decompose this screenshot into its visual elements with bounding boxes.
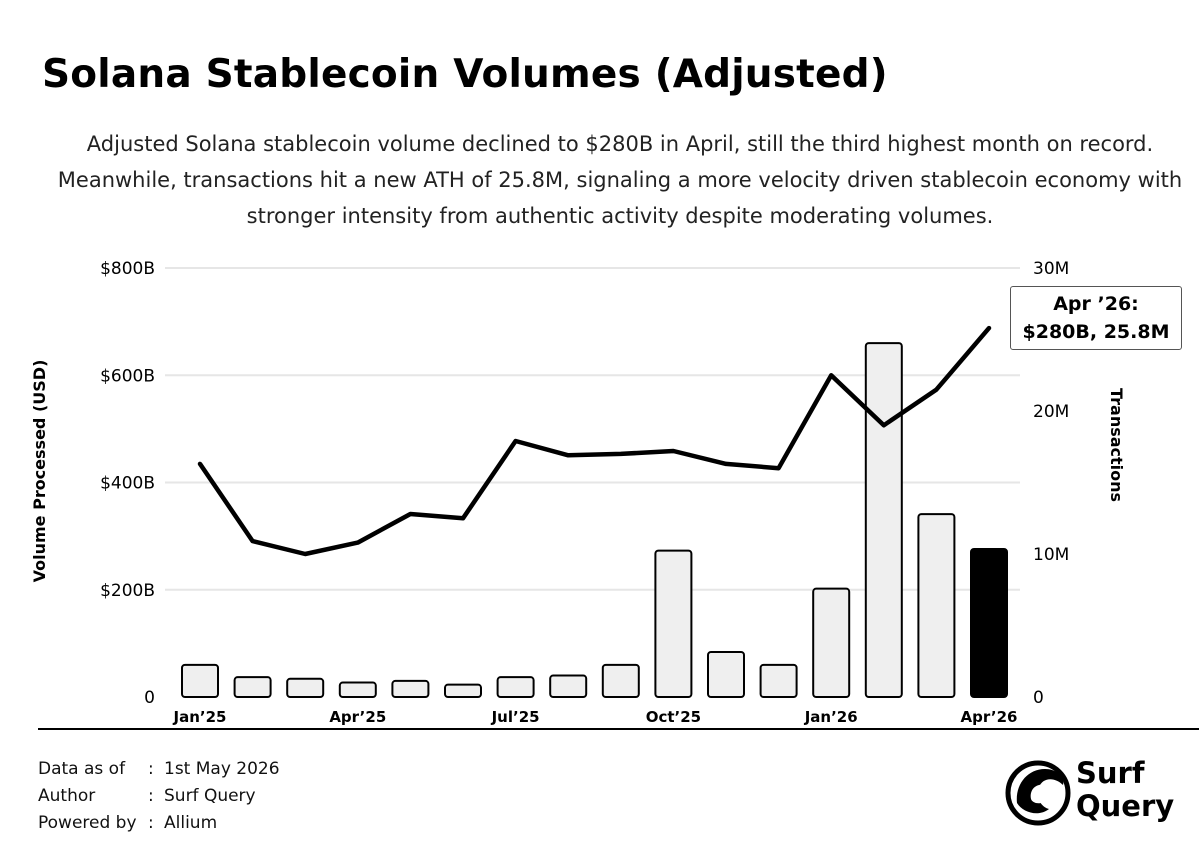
x-tick-label: Apr’26 bbox=[961, 708, 1018, 726]
volume-bar bbox=[812, 587, 851, 698]
surf-query-logo: Surf Query bbox=[1005, 755, 1174, 830]
volume-bar bbox=[707, 650, 745, 699]
footer-value: 1st May 2026 bbox=[164, 759, 280, 779]
volume-bar bbox=[601, 663, 640, 699]
footer-value: Allium bbox=[164, 813, 218, 833]
chart-subtitle: Adjusted Solana stablecoin volume declin… bbox=[57, 132, 1183, 228]
y2-axis-ticks: 0 10M 20M 30M bbox=[1033, 259, 1069, 708]
y2-tick-label: 10M bbox=[1033, 545, 1069, 565]
volume-bar bbox=[496, 676, 535, 699]
footer-separator: : bbox=[148, 813, 154, 833]
volume-bar bbox=[759, 663, 798, 699]
footer: Data as of : 1st May 2026 Author : Surf … bbox=[38, 756, 280, 837]
y-tick-label: $400B bbox=[100, 474, 155, 494]
footer-value: Surf Query bbox=[164, 786, 256, 806]
volume-bar bbox=[654, 549, 693, 699]
y-tick-label: $800B bbox=[100, 259, 155, 279]
callout-month: Apr ’26: bbox=[1053, 293, 1139, 315]
y-axis-label: Volume Processed (USD) bbox=[30, 360, 49, 583]
x-tick-label: Apr’25 bbox=[329, 708, 386, 726]
logo-line-1: Surf bbox=[1076, 756, 1145, 790]
callout-values: $280B, 25.8M bbox=[1022, 321, 1170, 343]
footer-row-powered: Powered by : Allium bbox=[38, 810, 280, 837]
footer-key: Author bbox=[38, 786, 96, 806]
x-tick-label: Jan’25 bbox=[173, 708, 227, 726]
y-tick-label: $200B bbox=[100, 581, 155, 601]
footer-row-date: Data as of : 1st May 2026 bbox=[38, 756, 280, 783]
volume-bar bbox=[286, 677, 325, 699]
footer-row-author: Author : Surf Query bbox=[38, 783, 280, 810]
volume-bar bbox=[864, 342, 903, 698]
logo-wordmark: Surf Query bbox=[1076, 757, 1174, 823]
volume-bar bbox=[444, 683, 482, 699]
footer-separator: : bbox=[148, 759, 154, 779]
y-tick-label: 0 bbox=[144, 688, 155, 708]
x-axis-ticks: Jan’25 Apr’25 Jul’25 Oct’25 Jan’26 Apr’26 bbox=[173, 708, 1018, 726]
chart-title: Solana Stablecoin Volumes (Adjusted) bbox=[42, 52, 888, 97]
volume-bar bbox=[391, 679, 430, 698]
y2-tick-label: 0 bbox=[1033, 688, 1044, 708]
volume-bar bbox=[233, 676, 272, 699]
volume-bar bbox=[970, 547, 1008, 698]
y-axis-ticks: 0 $200B $400B $600B $800B bbox=[100, 259, 155, 708]
footer-key: Powered by bbox=[38, 813, 137, 833]
footer-key: Data as of bbox=[38, 759, 126, 779]
volume-bars bbox=[181, 342, 1008, 699]
x-tick-label: Jan’26 bbox=[804, 708, 858, 726]
volume-bar bbox=[917, 513, 956, 698]
latest-value-callout: Apr ’26: $280B, 25.8M bbox=[1010, 286, 1182, 350]
y2-tick-label: 30M bbox=[1033, 259, 1069, 279]
volume-bar bbox=[338, 681, 377, 698]
transactions-line bbox=[197, 325, 992, 557]
wave-logo-icon bbox=[1005, 760, 1071, 826]
volume-bar bbox=[549, 674, 588, 698]
x-tick-label: Jul’25 bbox=[491, 708, 540, 726]
logo-line-2: Query bbox=[1076, 789, 1175, 823]
y2-axis-label: Transactions bbox=[1107, 388, 1126, 502]
y2-tick-label: 20M bbox=[1033, 402, 1069, 422]
x-tick-label: Oct’25 bbox=[646, 708, 701, 726]
y-tick-label: $600B bbox=[100, 366, 155, 386]
volume-bar bbox=[181, 663, 219, 699]
footer-separator: : bbox=[148, 786, 154, 806]
